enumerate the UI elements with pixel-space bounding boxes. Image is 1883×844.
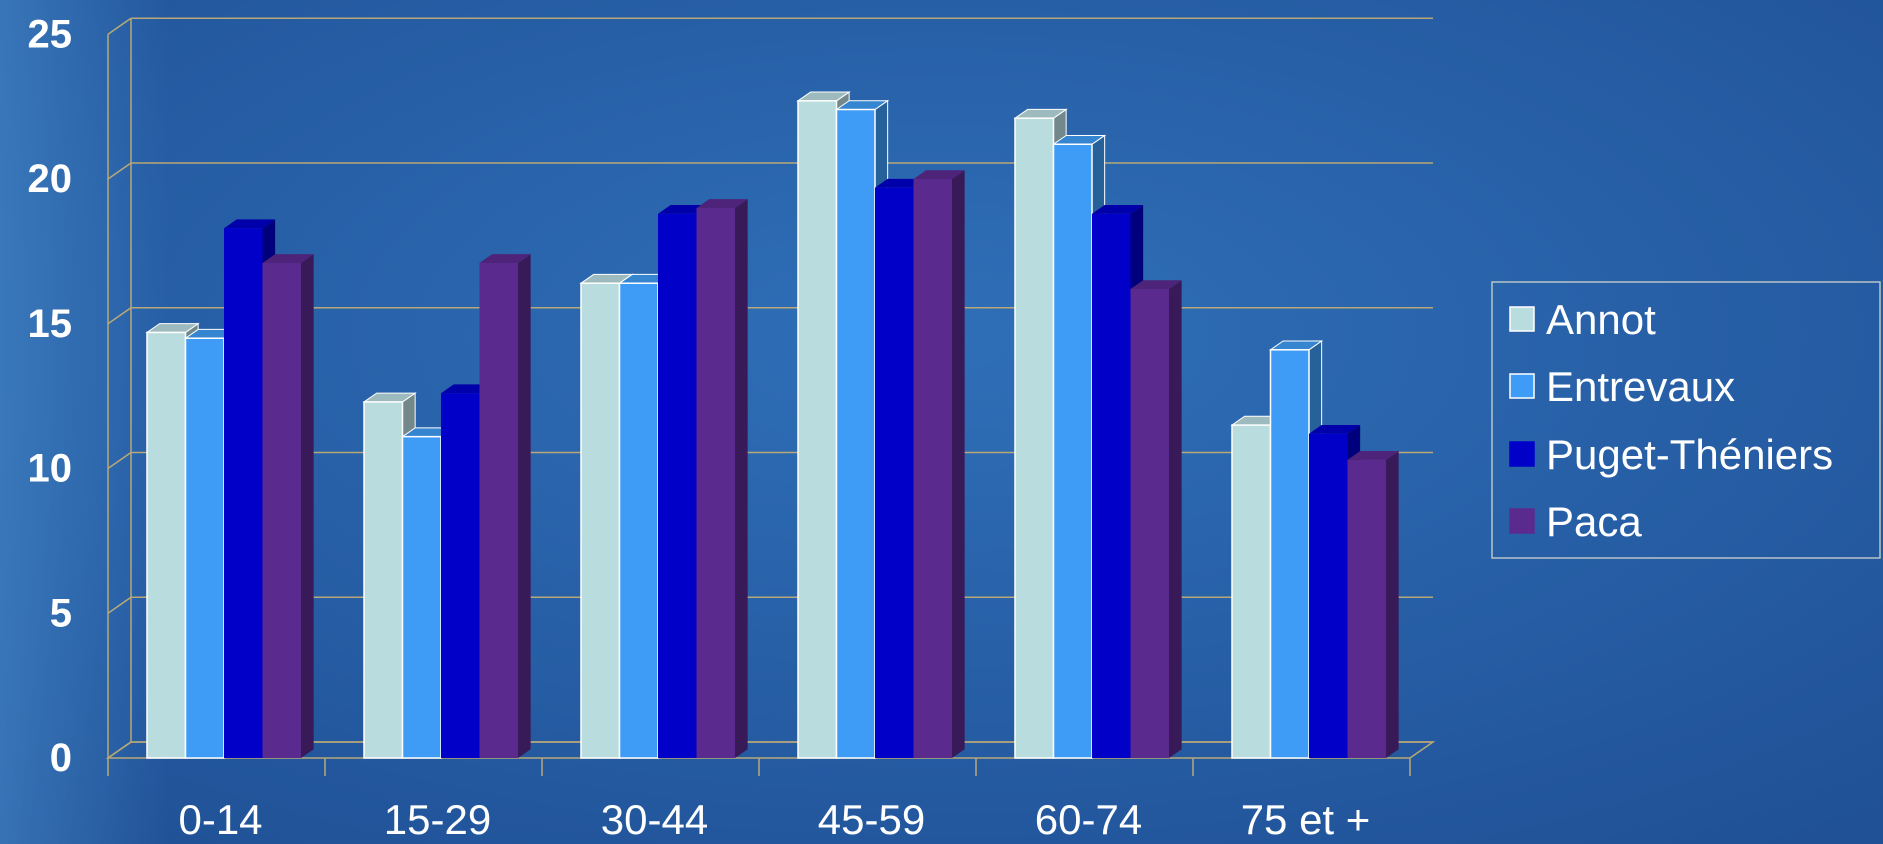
y-tick-label: 15 bbox=[28, 302, 73, 346]
bar-paca-15-29 bbox=[479, 254, 531, 758]
x-tick-label: 30-44 bbox=[601, 796, 708, 843]
legend-label-puget-theniers: Puget-Théniers bbox=[1546, 431, 1833, 478]
bar-paca-30-44 bbox=[696, 199, 748, 758]
x-tick-label: 0-14 bbox=[178, 796, 262, 843]
x-tick-label: 60-74 bbox=[1035, 796, 1142, 843]
x-tick-label: 75 et + bbox=[1241, 796, 1371, 843]
bar-paca-60-74 bbox=[1130, 280, 1182, 758]
gridline-diagonal bbox=[107, 307, 132, 325]
gridline-diagonal bbox=[107, 596, 132, 614]
x-axis-ticks: 0-14 15-29 30-44 45-59 60-74 75 et + bbox=[178, 796, 1370, 843]
chart-floor bbox=[105, 741, 1436, 776]
legend-frame bbox=[1491, 281, 1881, 559]
bar-paca-45-59 bbox=[913, 170, 965, 758]
y-tick-label: 25 bbox=[28, 12, 73, 56]
y-tick-label: 5 bbox=[50, 591, 72, 635]
x-tick-label: 45-59 bbox=[818, 796, 925, 843]
bar-paca-75-et- bbox=[1347, 451, 1399, 758]
gridline-diagonal bbox=[107, 451, 132, 470]
legend-label-entrevaux: Entrevaux bbox=[1546, 363, 1735, 410]
gridline-diagonal bbox=[107, 162, 132, 180]
legend-label-paca: Paca bbox=[1546, 498, 1642, 545]
x-tick-label: 15-29 bbox=[384, 796, 491, 843]
legend-swatch-paca bbox=[1509, 508, 1535, 534]
bar-paca-0-14 bbox=[262, 254, 314, 758]
y-tick-label: 10 bbox=[28, 447, 73, 491]
gridlines bbox=[107, 17, 1433, 759]
legend-swatch-annot bbox=[1509, 306, 1535, 332]
y-tick-label: 0 bbox=[50, 736, 72, 780]
bars bbox=[145, 91, 1399, 759]
gridline-diagonal bbox=[107, 17, 132, 35]
legend-label-annot: Annot bbox=[1546, 296, 1656, 343]
legend-swatch-puget-theniers bbox=[1509, 441, 1535, 467]
legend: Annot Entrevaux Puget-Théniers Paca bbox=[1491, 281, 1881, 559]
bar-puget-th-niers-15-29 bbox=[441, 384, 493, 758]
y-axis-ticks: 0 5 10 15 20 25 bbox=[28, 12, 73, 780]
legend-swatch-entrevaux bbox=[1509, 373, 1535, 399]
y-tick-label: 20 bbox=[28, 157, 73, 201]
